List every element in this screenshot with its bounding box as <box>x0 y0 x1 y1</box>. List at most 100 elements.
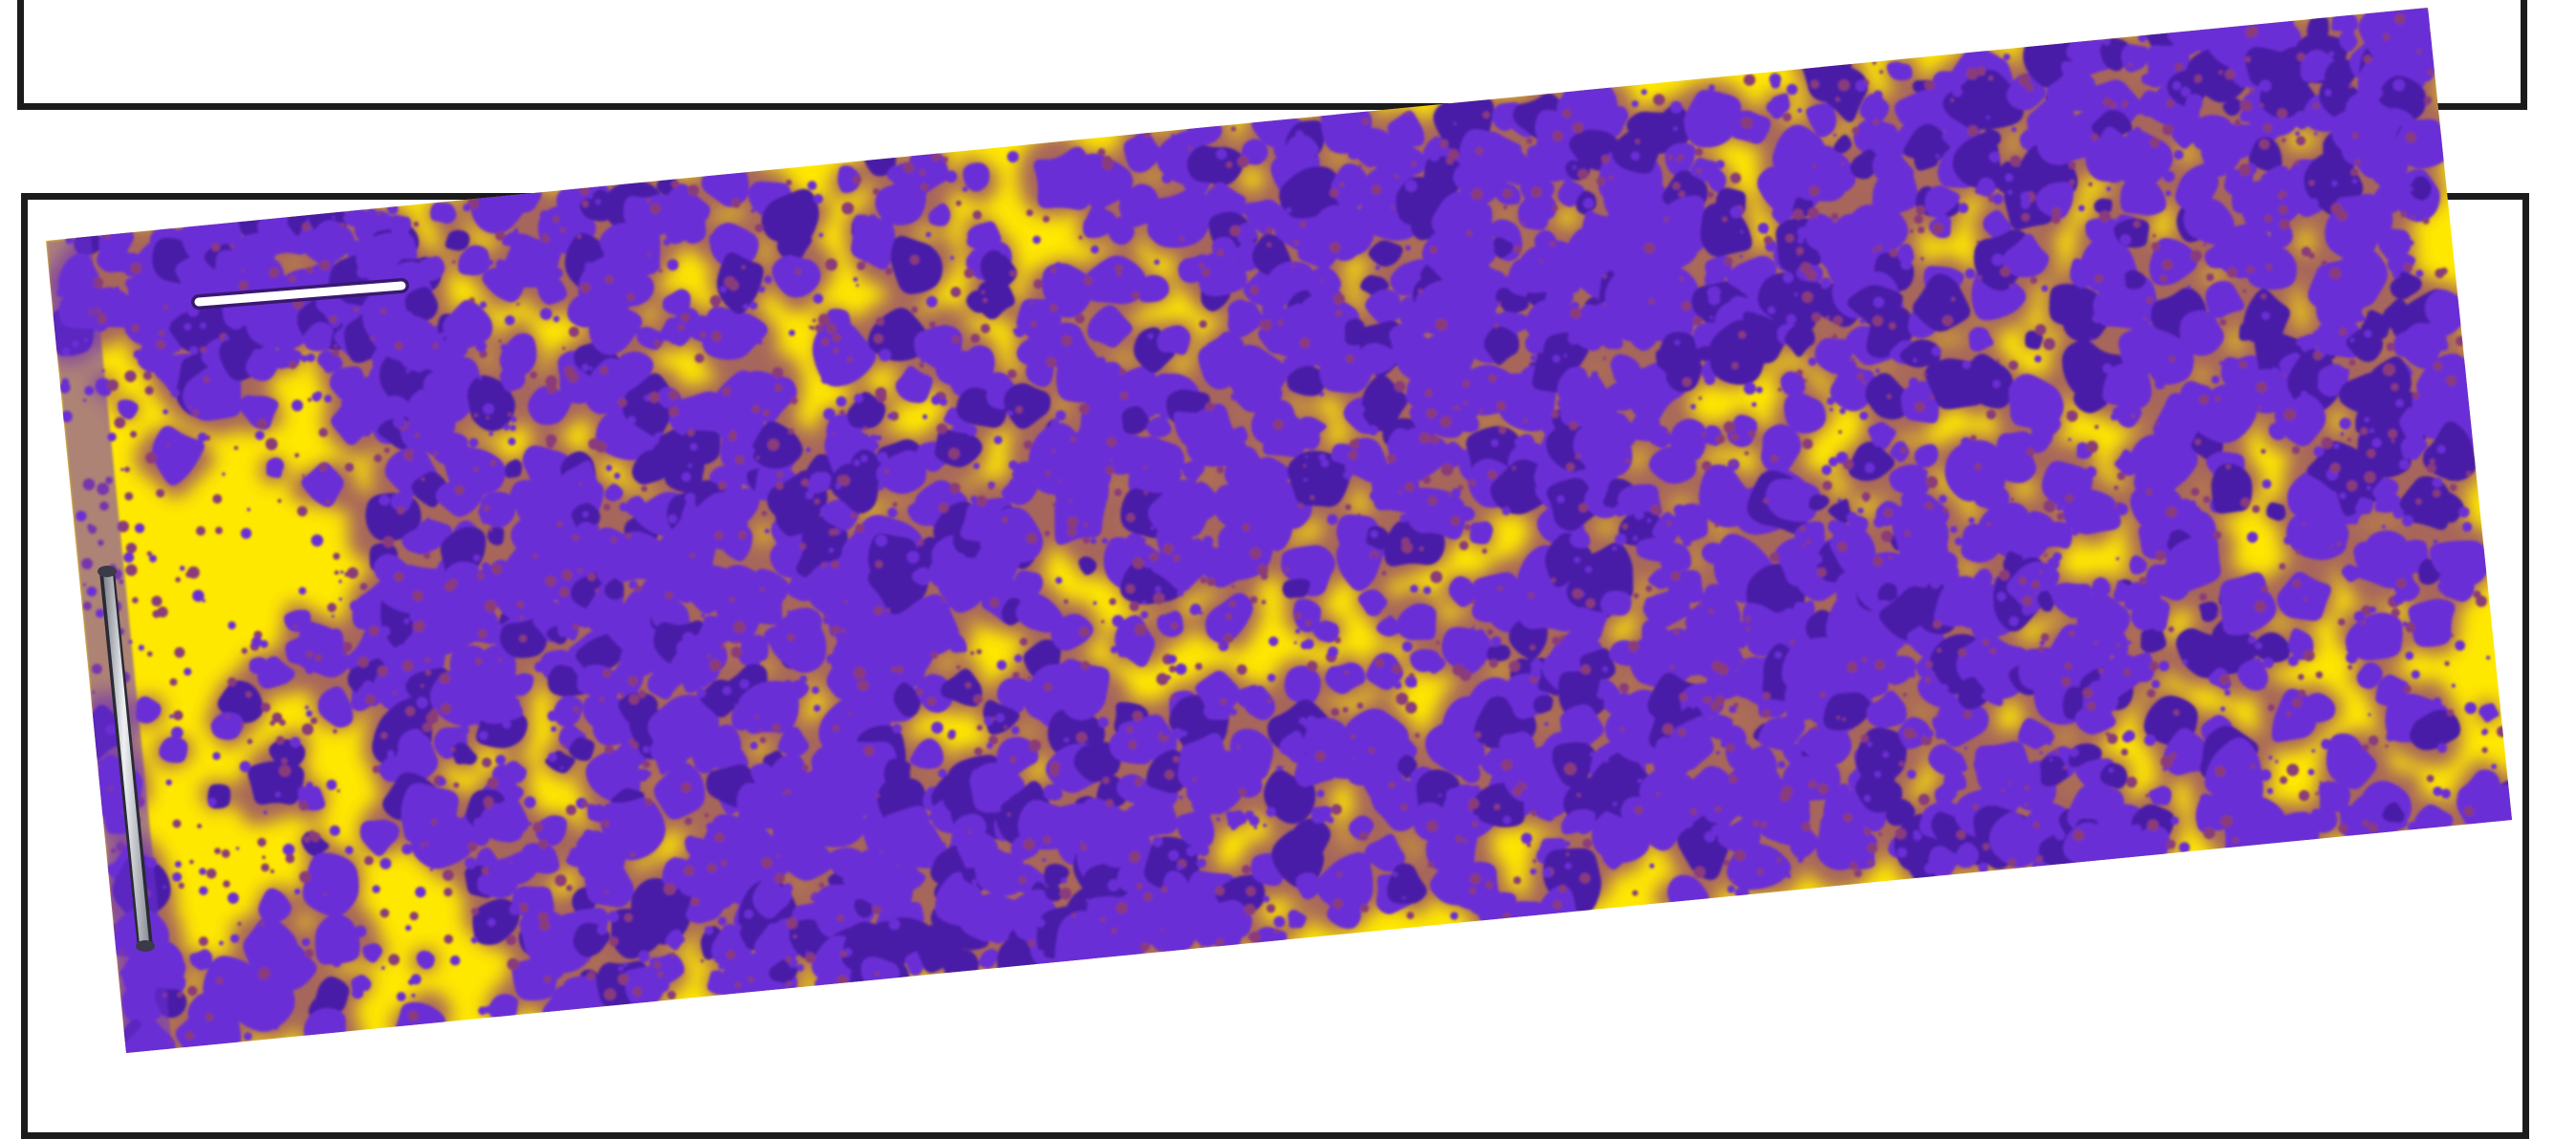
purple-droplet <box>142 371 153 380</box>
purple-droplet <box>1485 150 1492 158</box>
purple-spot <box>2231 66 2252 85</box>
purple-droplet <box>2437 340 2449 352</box>
purple-droplet <box>1253 826 1258 829</box>
purple-droplet <box>2081 275 2089 285</box>
purple-droplet <box>799 543 807 550</box>
purple-droplet <box>2279 563 2286 570</box>
purple-droplet <box>818 313 831 326</box>
purple-droplet <box>1743 74 1756 86</box>
purple-droplet <box>1043 682 1052 692</box>
purple-droplet <box>398 263 406 270</box>
purple-droplet <box>1786 873 1791 879</box>
purple-droplet <box>1916 204 1926 216</box>
purple-droplet <box>860 455 868 462</box>
purple-spot <box>2120 180 2167 216</box>
purple-droplet <box>306 353 315 362</box>
purple-droplet <box>1236 744 1241 749</box>
purple-droplet <box>2106 232 2113 241</box>
purple-spot <box>528 386 573 425</box>
purple-droplet <box>540 308 552 320</box>
purple-spot <box>1721 621 1750 649</box>
purple-droplet <box>178 450 183 455</box>
purple-droplet <box>1924 677 1932 683</box>
purple-droplet <box>671 180 680 188</box>
purple-spot <box>1849 441 1895 482</box>
purple-droplet <box>1521 784 1527 790</box>
purple-droplet <box>2198 592 2208 601</box>
purple-droplet <box>1482 548 1487 554</box>
purple-droplet <box>875 971 880 977</box>
purple-droplet <box>2126 142 2134 152</box>
purple-droplet <box>1819 691 1827 698</box>
purple-spot <box>519 843 560 874</box>
purple-droplet <box>1097 717 1109 728</box>
purple-droplet <box>1889 248 1898 258</box>
purple-droplet <box>1305 619 1312 627</box>
purple-spot <box>1054 484 1107 546</box>
purple-droplet <box>2402 449 2413 460</box>
purple-spot <box>1315 851 1374 912</box>
purple-spot <box>650 598 690 633</box>
purple-droplet <box>1327 646 1339 657</box>
purple-droplet <box>1532 250 1536 255</box>
purple-droplet <box>2339 492 2347 500</box>
purple-droplet <box>951 335 961 344</box>
purple-droplet <box>421 477 425 482</box>
purple-droplet <box>1739 254 1743 258</box>
purple-droplet <box>2350 168 2359 177</box>
purple-droplet <box>666 259 679 271</box>
purple-droplet <box>240 722 245 727</box>
purple-droplet <box>720 286 727 293</box>
purple-droplet <box>1245 886 1256 896</box>
purple-droplet <box>929 321 937 329</box>
purple-spot <box>1877 707 1899 728</box>
purple-droplet <box>2078 204 2086 212</box>
purple-droplet <box>790 397 798 405</box>
purple-droplet <box>2476 595 2487 608</box>
purple-droplet <box>911 158 924 171</box>
purple-spot <box>1806 102 1837 138</box>
purple-droplet <box>1266 904 1276 913</box>
purple-droplet <box>2368 735 2379 746</box>
purple-spot <box>1980 128 2002 148</box>
purple-spot <box>771 255 821 298</box>
purple-droplet <box>1115 264 1123 272</box>
purple-droplet <box>1266 806 1276 817</box>
purple-droplet <box>310 831 321 843</box>
purple-spot <box>1237 301 1258 319</box>
purple-droplet <box>747 976 754 983</box>
purple-droplet <box>394 341 403 351</box>
purple-droplet <box>1132 710 1143 721</box>
purple-droplet <box>2217 611 2220 615</box>
purple-spot <box>2200 140 2241 177</box>
purple-droplet <box>1061 806 1071 815</box>
purple-droplet <box>832 527 840 536</box>
purple-droplet <box>1086 898 1091 903</box>
purple-droplet <box>970 333 981 344</box>
purple-droplet <box>1631 100 1639 108</box>
purple-droplet <box>785 956 792 963</box>
purple-droplet <box>146 550 152 557</box>
purple-droplet <box>832 310 841 319</box>
purple-droplet <box>750 208 755 213</box>
purple-droplet <box>1800 262 1812 274</box>
purple-droplet <box>812 686 820 695</box>
purple-droplet <box>299 870 312 883</box>
purple-droplet <box>1561 289 1566 293</box>
purple-droplet <box>604 988 617 1000</box>
purple-droplet <box>1735 662 1743 672</box>
purple-droplet <box>2255 642 2262 650</box>
purple-spot <box>2112 401 2142 428</box>
purple-droplet <box>1186 846 1197 857</box>
purple-droplet <box>1499 143 1508 153</box>
purple-droplet <box>718 963 725 970</box>
purple-droplet <box>1909 228 1914 233</box>
purple-droplet <box>189 346 199 355</box>
purple-droplet <box>393 416 406 429</box>
purple-droplet <box>235 847 240 850</box>
purple-droplet <box>870 441 878 450</box>
purple-droplet <box>682 472 691 483</box>
purple-droplet <box>2162 766 2167 772</box>
purple-droplet <box>939 398 948 406</box>
purple-droplet <box>2298 674 2305 680</box>
